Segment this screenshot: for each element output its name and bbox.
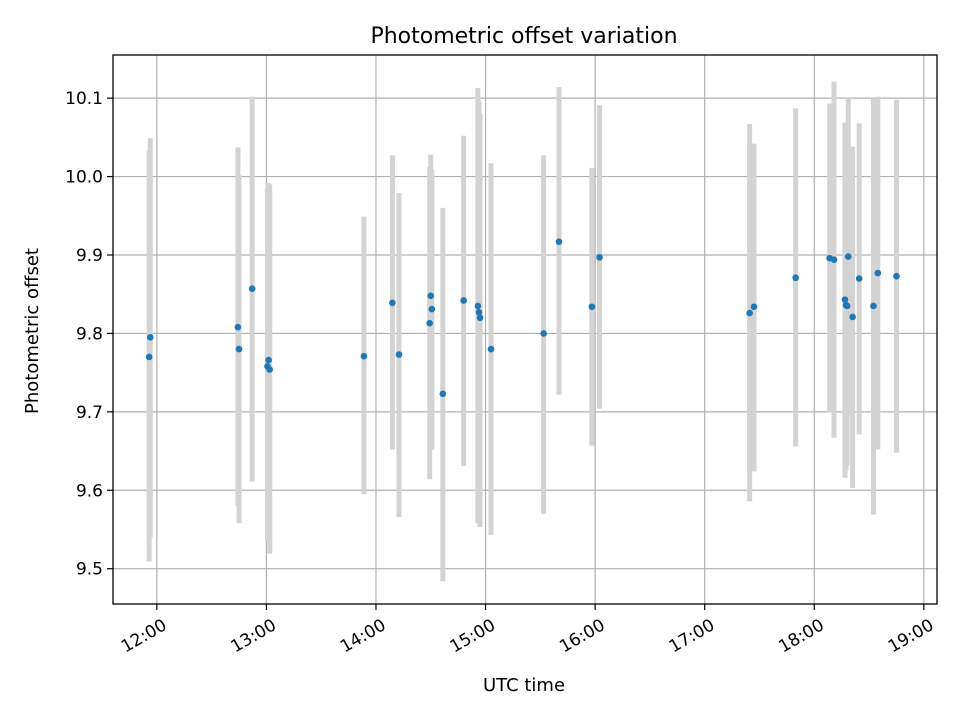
- data-point: [427, 292, 435, 300]
- data-point: [844, 253, 852, 260]
- data-point: [596, 254, 603, 261]
- data-point: [540, 330, 547, 337]
- data-point: [426, 319, 433, 327]
- data-point: [870, 302, 877, 310]
- data-point: [849, 313, 856, 321]
- data-point: [874, 269, 882, 277]
- y-tick-label: 9.7: [76, 403, 103, 423]
- chart-title: Photometric offset variation: [370, 24, 677, 49]
- data-point: [555, 238, 563, 245]
- data-points: [145, 238, 900, 398]
- y-tick-label: 9.5: [76, 560, 103, 580]
- y-tick-label: 9.9: [76, 246, 103, 266]
- data-point: [428, 305, 436, 313]
- data-point: [248, 285, 256, 293]
- data-point: [439, 390, 447, 398]
- plot-frame: [112, 54, 938, 605]
- data-point: [460, 297, 467, 304]
- x-axis-label: UTC time: [483, 675, 565, 696]
- data-point: [474, 302, 482, 310]
- data-point: [234, 323, 242, 331]
- data-point: [476, 314, 484, 322]
- data-point: [395, 351, 403, 358]
- data-point: [750, 303, 758, 311]
- grid: [113, 55, 937, 604]
- data-point: [830, 256, 838, 263]
- data-point: [145, 353, 153, 361]
- data-point: [146, 334, 154, 341]
- y-tick-label: 10.0: [65, 168, 103, 188]
- data-point: [235, 345, 243, 353]
- data-point: [265, 356, 272, 364]
- data-point: [792, 274, 799, 282]
- data-point: [841, 296, 849, 303]
- data-point: [855, 275, 863, 282]
- y-tick-label: 10.1: [65, 89, 103, 109]
- data-point: [487, 345, 495, 353]
- data-point: [843, 302, 851, 310]
- data-point: [360, 352, 368, 360]
- y-tick-label: 9.8: [76, 324, 103, 344]
- data-point: [389, 299, 396, 307]
- data-point: [475, 308, 483, 316]
- y-axis-label: Photometric offset: [22, 248, 43, 414]
- data-point: [588, 303, 596, 311]
- y-tick-label: 9.6: [76, 481, 103, 501]
- data-point: [746, 309, 753, 317]
- data-point: [893, 272, 900, 280]
- data-point: [266, 366, 273, 373]
